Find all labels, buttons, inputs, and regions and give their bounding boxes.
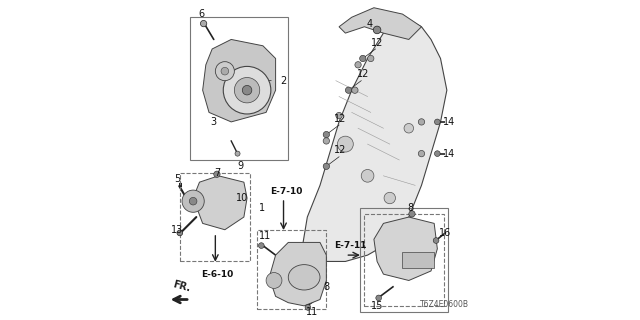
Circle shape bbox=[367, 55, 374, 62]
Circle shape bbox=[234, 77, 260, 103]
Circle shape bbox=[323, 132, 330, 138]
Circle shape bbox=[259, 243, 264, 248]
Text: 3: 3 bbox=[211, 117, 217, 127]
Circle shape bbox=[235, 151, 240, 156]
Text: 12: 12 bbox=[335, 114, 347, 124]
Text: 5: 5 bbox=[174, 174, 180, 184]
Circle shape bbox=[189, 197, 197, 205]
Text: 10: 10 bbox=[236, 193, 248, 203]
Circle shape bbox=[376, 295, 381, 301]
Circle shape bbox=[373, 26, 381, 34]
Circle shape bbox=[360, 55, 366, 62]
Text: 4: 4 bbox=[366, 19, 372, 28]
Text: 12: 12 bbox=[356, 69, 369, 79]
Circle shape bbox=[266, 273, 282, 288]
Polygon shape bbox=[193, 176, 247, 230]
Text: 9: 9 bbox=[237, 161, 243, 171]
Polygon shape bbox=[374, 217, 437, 281]
Circle shape bbox=[346, 87, 352, 93]
Text: 6: 6 bbox=[198, 9, 204, 19]
Circle shape bbox=[177, 230, 182, 236]
Text: 8: 8 bbox=[323, 282, 330, 292]
Polygon shape bbox=[269, 243, 326, 306]
Text: 12: 12 bbox=[335, 146, 347, 156]
Circle shape bbox=[323, 138, 330, 144]
Text: 14: 14 bbox=[444, 117, 456, 127]
Circle shape bbox=[355, 62, 361, 68]
Circle shape bbox=[221, 67, 228, 75]
Circle shape bbox=[433, 238, 439, 244]
Circle shape bbox=[200, 20, 207, 27]
Circle shape bbox=[352, 87, 358, 93]
Text: 15: 15 bbox=[371, 301, 383, 311]
Circle shape bbox=[223, 67, 271, 114]
Circle shape bbox=[336, 112, 342, 119]
Circle shape bbox=[384, 192, 396, 204]
Circle shape bbox=[337, 136, 353, 152]
Circle shape bbox=[214, 171, 220, 177]
Text: 16: 16 bbox=[439, 228, 451, 238]
Text: 11: 11 bbox=[306, 307, 318, 317]
Circle shape bbox=[419, 119, 425, 125]
Circle shape bbox=[435, 119, 440, 125]
Text: 13: 13 bbox=[171, 225, 184, 235]
Polygon shape bbox=[301, 17, 447, 261]
Circle shape bbox=[305, 305, 311, 310]
Polygon shape bbox=[339, 8, 422, 39]
Text: 8: 8 bbox=[407, 203, 413, 212]
Circle shape bbox=[361, 170, 374, 182]
FancyBboxPatch shape bbox=[403, 252, 434, 268]
Text: 14: 14 bbox=[444, 148, 456, 159]
Circle shape bbox=[409, 211, 415, 217]
Circle shape bbox=[404, 124, 413, 133]
Text: 2: 2 bbox=[280, 76, 287, 86]
Polygon shape bbox=[203, 39, 276, 122]
Circle shape bbox=[435, 151, 440, 156]
Text: 1: 1 bbox=[259, 203, 266, 212]
Text: E-7-10: E-7-10 bbox=[271, 187, 303, 196]
Ellipse shape bbox=[288, 265, 320, 290]
Text: 11: 11 bbox=[259, 231, 271, 241]
Circle shape bbox=[243, 85, 252, 95]
Text: 12: 12 bbox=[371, 38, 383, 48]
Text: FR.: FR. bbox=[172, 280, 192, 294]
Text: E-7-11: E-7-11 bbox=[334, 241, 366, 250]
Circle shape bbox=[215, 62, 234, 81]
Circle shape bbox=[419, 150, 425, 157]
Circle shape bbox=[323, 163, 330, 170]
Text: E-6-10: E-6-10 bbox=[201, 270, 233, 279]
Circle shape bbox=[182, 190, 204, 212]
Text: 7: 7 bbox=[214, 168, 220, 178]
Text: T6Z4E0600B: T6Z4E0600B bbox=[420, 300, 469, 309]
